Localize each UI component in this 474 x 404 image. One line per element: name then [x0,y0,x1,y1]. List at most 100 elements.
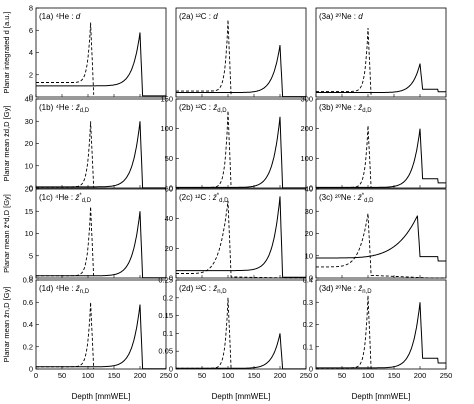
y-tick-label: 60 [165,185,173,194]
x-tick-label: 0 [34,371,38,380]
panel-label: (3b) ²⁰Ne : z̄d,D [319,103,372,114]
panel-3c: 0 10 20 30 40 (3c) ²⁰Ne : z̄*d,D [305,185,447,283]
y-tick-label: 0 [169,184,173,193]
y-tick-label: 30 [25,117,33,126]
y-tick-label: 0.2 [163,293,173,302]
y-tick-label: 0.1 [303,342,313,351]
series-dashed [316,295,372,369]
plot-frame [315,7,447,98]
series-solid [316,128,446,188]
panel-3a: (3a) ²⁰Ne : d [315,7,447,98]
panel-1d: 00.20.40.60.80 50 100 150 200 250(1d) ⁴He : z… [23,276,173,381]
panel-2b: 0 50 100 150 (2b) ¹²C : z̄d,D [160,95,307,193]
y-tick-label: 300 [300,95,313,104]
x-tick-label: 100 [222,371,235,380]
y-tick-label: 100 [160,124,173,133]
series-solid [36,304,166,370]
series-solid [176,45,306,98]
series-dashed [36,121,95,188]
x-tick-label: 150 [248,371,261,380]
x-tick-label: 250 [300,371,313,380]
series-solid [316,63,446,93]
y-tick-label: 20 [305,229,313,238]
panel-label: (3c) ²⁰Ne : z̄*d,D [319,193,374,204]
plot-frame [35,7,167,98]
y-tick-label: 15 [25,207,33,216]
y-tick-label: 0.25 [158,276,173,285]
x-tick-label: 50 [58,371,66,380]
x-tick-label: 50 [198,371,206,380]
row-ylabel: Planar integrated d [a.u.] [2,11,11,93]
panel-3b: 0 100 200 300 (3b) ²⁰Ne : z̄d,D [300,95,447,193]
x-tick-label: 250 [440,371,453,380]
x-tick-label: 150 [388,371,401,380]
x-tick-label: 150 [108,371,121,380]
x-axis-label: Depth [mmWEL] [352,392,411,401]
x-tick-label: 50 [338,371,346,380]
series-solid [36,32,166,97]
panel-1a: 0 2 4 6 8 (1a) ⁴He : d [29,4,167,102]
y-tick-label: 0 [29,365,33,374]
panel-1b: 0 10 20 30 40 (1b) ⁴He : z̄d,D [25,95,167,193]
y-tick-label: 0.1 [163,329,173,338]
panel-2d: 00.050.10.150.20.250 50 100 150 200 250(2d) ¹… [158,276,312,381]
y-tick-label: 0.2 [23,342,33,351]
plot-frame [175,188,307,279]
panel-label: (3a) ²⁰Ne : d [319,12,363,21]
y-tick-label: 20 [25,185,33,194]
row-ylabel: Planar mean z̄*d,D [Gy] [2,194,11,273]
y-tick-label: 5 [29,251,33,260]
y-tick-label: 0.4 [23,320,33,329]
plot-frame [35,188,167,279]
y-tick-label: 4 [29,48,33,57]
y-tick-label: 0 [309,365,313,374]
panel-label: (2c) ¹²C : z̄*d,D [179,193,229,204]
y-tick-label: 30 [305,207,313,216]
panel-label: (1b) ⁴He : z̄d,D [39,103,90,114]
y-tick-label: 0 [169,365,173,374]
y-tick-label: 6 [29,26,33,35]
y-tick-label: 0 [169,274,173,283]
y-tick-label: 40 [305,185,313,194]
panel-label: (2d) ¹²C : z̄n,D [179,284,227,295]
plot-frame [315,188,447,279]
series-dashed [316,27,372,97]
x-tick-label: 250 [160,371,173,380]
plot-frame [175,7,307,98]
series-dashed [175,200,306,279]
y-tick-label: 10 [25,229,33,238]
y-tick-label: 0 [29,184,33,193]
series-solid [316,302,446,369]
series-dashed [316,213,446,279]
series-solid [176,333,306,370]
y-tick-label: 0 [309,274,313,283]
y-tick-label: 2 [29,70,33,79]
plot-frame [35,98,167,189]
y-tick-label: 0.3 [303,298,313,307]
series-dashed [36,302,95,369]
y-tick-label: 0.15 [158,311,173,320]
y-tick-label: 0 [309,184,313,193]
y-tick-label: 0.4 [303,276,313,285]
y-tick-label: 40 [25,95,33,104]
x-tick-label: 200 [134,371,147,380]
x-axis-label: Depth [mmWEL] [212,392,271,401]
y-tick-label: 20 [25,139,33,148]
x-tick-label: 200 [274,371,287,380]
series-dashed [36,22,95,95]
y-tick-label: 100 [300,154,313,163]
panel-label: (2b) ¹²C : z̄d,D [179,103,227,114]
y-tick-label: 0.8 [23,276,33,285]
x-tick-label: 100 [362,371,375,380]
row-ylabel: Planar mean z̄d,D [Gy] [2,106,11,182]
y-tick-label: 150 [160,95,173,104]
panel-label: (3d) ²⁰Ne : z̄n,D [319,284,372,295]
panel-3d: 00.10.20.30.40 50 100 150 200 250(3d) ²⁰Ne : … [303,276,453,381]
x-tick-label: 200 [414,371,427,380]
y-tick-label: 50 [165,154,173,163]
x-tick-label: 100 [82,371,95,380]
panel-2c: 0 20 40 60 (2c) ¹²C : z̄*d,D [165,185,307,283]
x-axis-label: Depth [mmWEL] [72,392,131,401]
y-tick-label: 0.05 [158,347,173,356]
